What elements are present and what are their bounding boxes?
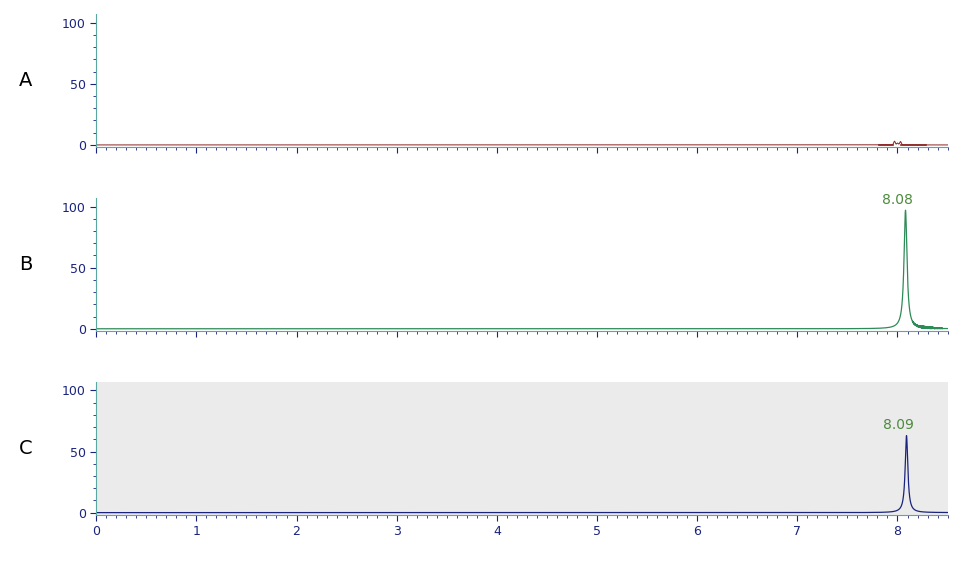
Text: 8.09: 8.09 [882, 418, 913, 432]
Text: A: A [19, 71, 33, 90]
Text: C: C [19, 439, 33, 458]
Text: B: B [19, 255, 33, 274]
Text: 8.08: 8.08 [881, 192, 912, 207]
